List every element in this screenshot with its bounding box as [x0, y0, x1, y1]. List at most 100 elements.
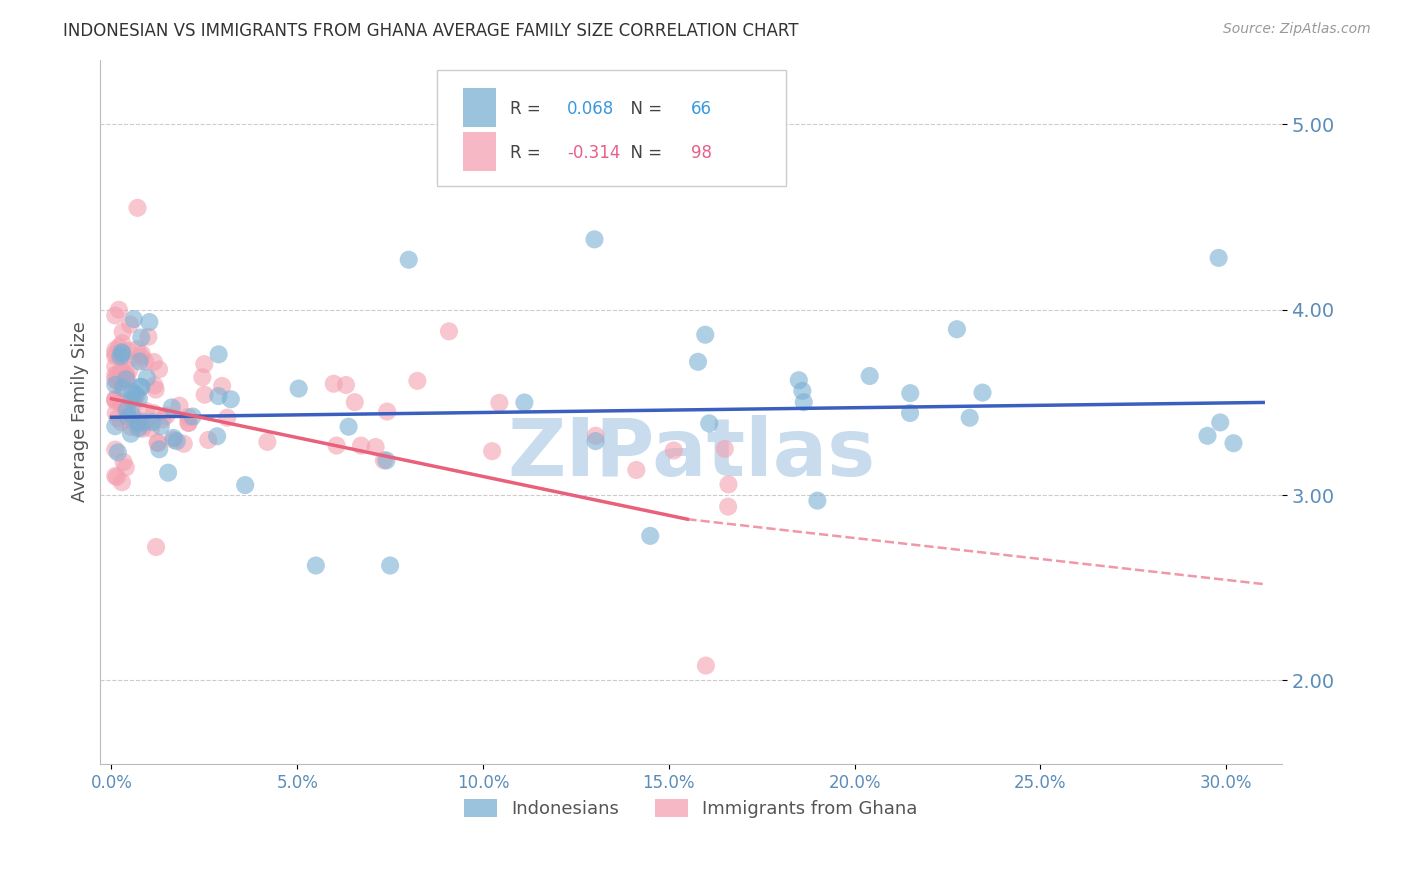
Point [104, 442, 127, 457]
Point [211, 379, 233, 393]
Point [638, 529, 661, 543]
Point [117, 343, 139, 358]
Point [125, 389, 148, 403]
Point [378, 558, 401, 573]
Point [287, 382, 309, 396]
Point [104, 377, 127, 392]
Point [105, 470, 128, 484]
Point [104, 309, 127, 323]
Point [142, 406, 165, 420]
Point [695, 658, 717, 673]
Point [135, 404, 157, 418]
Point [1222, 436, 1244, 450]
Point [122, 396, 145, 410]
Point [121, 392, 143, 407]
Point [792, 384, 814, 398]
Point [145, 540, 167, 554]
Point [713, 442, 735, 456]
Point [145, 383, 167, 397]
Point [149, 419, 172, 434]
Text: INDONESIAN VS IMMIGRANTS FROM GHANA AVERAGE FAMILY SIZE CORRELATION CHART: INDONESIAN VS IMMIGRANTS FROM GHANA AVER… [63, 22, 799, 40]
Point [105, 368, 128, 382]
Point [120, 318, 142, 332]
Point [662, 443, 685, 458]
Point [163, 433, 186, 447]
Point [111, 325, 134, 339]
Text: N =: N = [620, 145, 668, 162]
Point [859, 369, 882, 384]
Point [112, 381, 135, 395]
Point [143, 378, 166, 392]
Point [105, 374, 128, 388]
Text: R =: R = [510, 145, 547, 162]
Point [898, 386, 921, 401]
Text: 66: 66 [692, 100, 711, 118]
Point [114, 460, 136, 475]
Point [141, 415, 163, 429]
Point [132, 418, 155, 433]
Point [350, 439, 373, 453]
Point [173, 436, 195, 450]
Point [305, 558, 328, 573]
Point [111, 376, 134, 390]
Point [146, 435, 169, 450]
Point [793, 395, 815, 409]
Legend: Indonesians, Immigrants from Ghana: Indonesians, Immigrants from Ghana [457, 791, 925, 825]
Point [169, 399, 191, 413]
Point [697, 417, 720, 431]
Point [1197, 429, 1219, 443]
Point [134, 415, 156, 429]
Point [219, 392, 242, 407]
Point [256, 434, 278, 449]
Point [104, 368, 127, 382]
Point [127, 413, 149, 427]
Point [181, 409, 204, 424]
Text: R =: R = [510, 100, 547, 118]
Point [129, 330, 152, 344]
Point [157, 466, 180, 480]
FancyBboxPatch shape [437, 70, 786, 186]
Point [1208, 251, 1230, 265]
Point [115, 368, 138, 383]
Point [108, 375, 131, 389]
Point [177, 416, 200, 430]
Point [193, 357, 215, 371]
Point [127, 342, 149, 356]
Point [107, 411, 129, 425]
Point [104, 419, 127, 434]
Point [104, 346, 127, 360]
Point [121, 408, 143, 422]
Point [787, 373, 810, 387]
Point [110, 415, 132, 429]
Point [104, 406, 127, 420]
Point [124, 387, 146, 401]
Point [108, 302, 131, 317]
Point [136, 370, 159, 384]
Point [115, 368, 138, 382]
Point [364, 440, 387, 454]
Point [112, 455, 135, 469]
Point [114, 399, 136, 413]
Point [128, 392, 150, 406]
Point [118, 363, 141, 377]
Point [959, 410, 981, 425]
Point [127, 416, 149, 430]
Text: Source: ZipAtlas.com: Source: ZipAtlas.com [1223, 22, 1371, 37]
Point [118, 413, 141, 427]
Point [162, 431, 184, 445]
Point [191, 370, 214, 384]
Point [127, 421, 149, 435]
Point [160, 401, 183, 415]
Point [138, 330, 160, 344]
Point [125, 414, 148, 428]
Point [111, 364, 134, 378]
Point [120, 426, 142, 441]
Point [205, 429, 228, 443]
Point [146, 436, 169, 450]
Point [488, 396, 510, 410]
Point [131, 347, 153, 361]
Point [104, 469, 127, 483]
Point [115, 403, 138, 417]
Point [155, 409, 177, 423]
Point [717, 477, 740, 491]
